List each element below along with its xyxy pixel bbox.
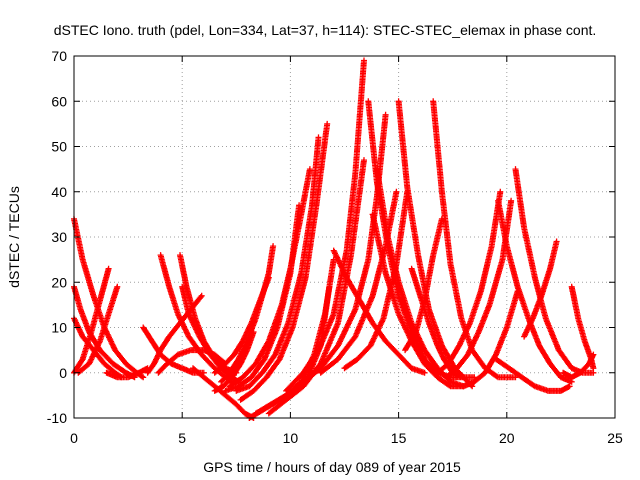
x-axis-title: GPS time / hours of day 089 of year 2015 [203, 459, 461, 475]
series-arc [521, 238, 560, 340]
y-tick-label: -10 [47, 410, 67, 426]
series-arc [493, 356, 573, 394]
plus-markers [157, 252, 235, 385]
plus-markers [103, 365, 151, 381]
series-arc [157, 252, 235, 385]
x-tick-label: 0 [70, 430, 78, 446]
plus-markers [211, 329, 257, 394]
x-tick-label: 20 [499, 430, 515, 446]
y-tick-label: 50 [51, 139, 67, 155]
series-arc [374, 166, 467, 390]
plus-markers [430, 98, 519, 381]
series-arc [330, 247, 428, 376]
series-arc [237, 120, 331, 403]
plus-markers [330, 247, 428, 376]
plus-markers [434, 188, 504, 376]
series-arc [140, 324, 207, 376]
chart-title: dSTEC Iono. truth (pdel, Lon=334, Lat=37… [54, 22, 597, 38]
plus-markers [237, 120, 331, 403]
series-arc [460, 288, 521, 390]
y-tick-label: 70 [51, 48, 67, 64]
plus-markers [521, 238, 560, 340]
series-arc [233, 134, 322, 394]
x-tick-label: 15 [391, 430, 407, 446]
series-arc [226, 166, 313, 390]
y-tick-label: 0 [59, 365, 67, 381]
y-tick-label: 60 [51, 93, 67, 109]
series-arc [560, 351, 597, 381]
data-marks [71, 57, 597, 421]
series-arc [218, 243, 277, 385]
series-arc [369, 211, 467, 390]
plus-markers [493, 356, 573, 394]
x-tick-label: 10 [283, 430, 299, 446]
y-tick-label: 20 [51, 274, 67, 290]
plus-markers [218, 243, 277, 385]
series-arc [211, 329, 257, 394]
series-arc [430, 98, 519, 381]
plus-markers [408, 265, 478, 381]
y-tick-label: 10 [51, 320, 67, 336]
series-arc [408, 265, 478, 381]
plus-markers [233, 134, 322, 394]
y-tick-label: 30 [51, 229, 67, 245]
series-arc [434, 188, 504, 376]
series-arc [283, 57, 367, 394]
x-tick-label: 25 [607, 430, 623, 446]
plus-markers [140, 324, 207, 376]
plus-markers [226, 166, 313, 390]
y-axis-title: dSTEC / TECUs [6, 186, 22, 288]
plus-markers [283, 57, 367, 394]
y-tick-label: 40 [51, 184, 67, 200]
x-tick-label: 5 [178, 430, 186, 446]
series-arc [495, 197, 575, 385]
plus-markers [460, 288, 521, 390]
plus-markers [560, 351, 597, 381]
series-arc [103, 365, 151, 381]
series-arc [190, 365, 257, 421]
plus-markers [369, 211, 467, 390]
plus-markers [190, 365, 257, 421]
plus-markers [374, 166, 467, 390]
plus-markers [495, 197, 575, 385]
